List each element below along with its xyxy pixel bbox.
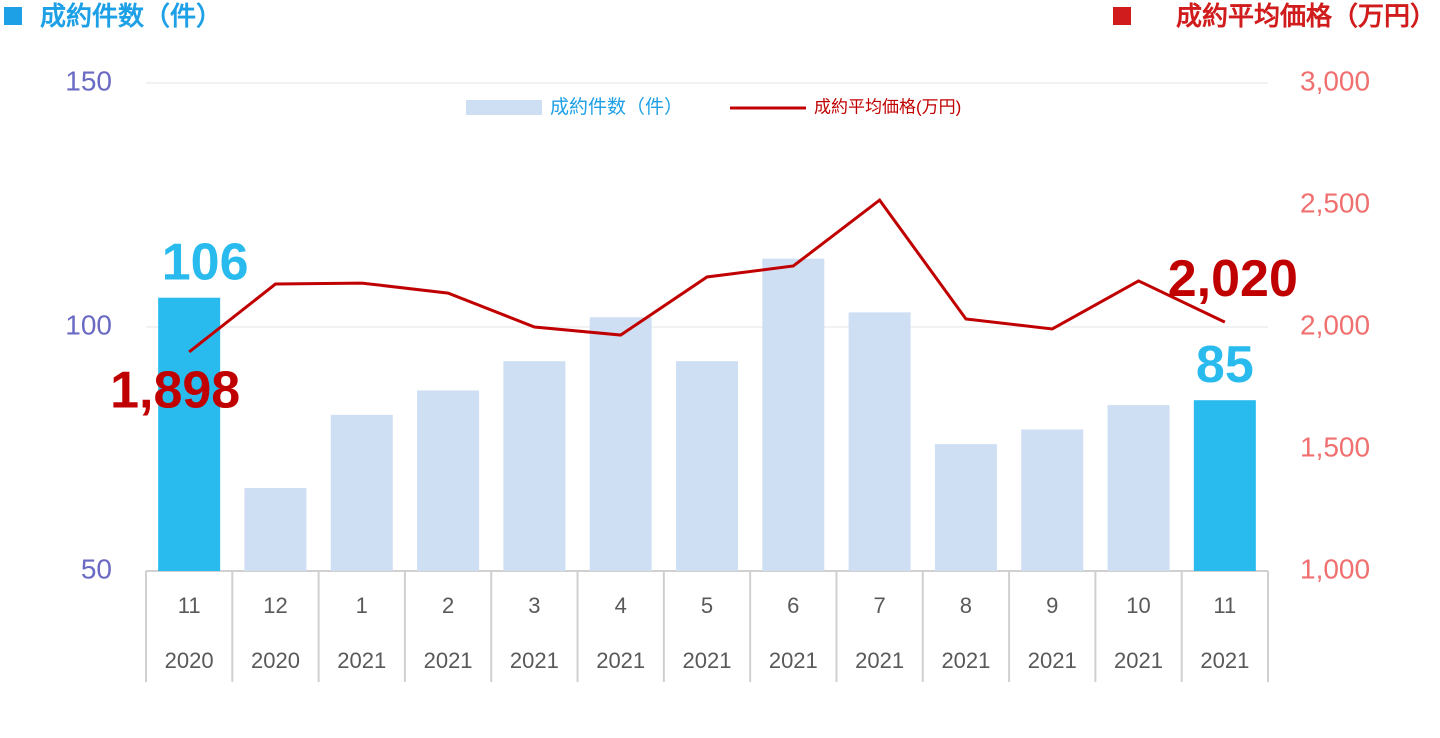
y-tick-label: 50 bbox=[81, 553, 112, 584]
bar bbox=[934, 444, 997, 571]
x-tick-label: 10 bbox=[1126, 593, 1150, 618]
x-tick-label: 8 bbox=[960, 593, 972, 618]
legend-label: 成約件数（件） bbox=[550, 96, 683, 118]
x-year-label: 2021 bbox=[855, 648, 904, 673]
bar bbox=[1193, 400, 1256, 571]
line-value-label: 2,020 bbox=[1168, 250, 1298, 308]
x-year-label: 2021 bbox=[424, 648, 473, 673]
x-tick-label: 12 bbox=[263, 593, 287, 618]
y2-tick-label: 1,500 bbox=[1300, 431, 1370, 462]
x-tick-label: 11 bbox=[178, 593, 201, 618]
x-tick-label: 6 bbox=[787, 593, 799, 618]
x-year-label: 2021 bbox=[1200, 648, 1249, 673]
left-title: 成約件数（件） bbox=[40, 1, 222, 31]
y-tick-label: 150 bbox=[65, 65, 112, 96]
x-year-label: 2020 bbox=[251, 648, 300, 673]
bar bbox=[503, 361, 566, 571]
bar bbox=[244, 488, 307, 571]
x-tick-label: 9 bbox=[1046, 593, 1058, 618]
bar-value-label: 106 bbox=[162, 233, 249, 291]
right-title: 成約平均価格（万円） bbox=[1176, 1, 1436, 31]
line-value-label: 1,898 bbox=[110, 362, 240, 420]
y-tick-label: 100 bbox=[65, 309, 112, 340]
x-year-label: 2021 bbox=[769, 648, 818, 673]
y2-tick-label: 3,000 bbox=[1300, 65, 1370, 96]
legend-label: 成約平均価格(万円) bbox=[814, 97, 961, 116]
x-year-label: 2021 bbox=[337, 648, 386, 673]
bar bbox=[1107, 405, 1170, 571]
bar bbox=[848, 312, 911, 571]
x-tick-label: 2 bbox=[442, 593, 454, 618]
x-tick-label: 11 bbox=[1213, 593, 1236, 618]
x-tick-label: 5 bbox=[701, 593, 713, 618]
y2-tick-label: 2,000 bbox=[1300, 309, 1370, 340]
bar bbox=[589, 317, 652, 571]
y2-tick-label: 1,000 bbox=[1300, 553, 1370, 584]
title-marker bbox=[1113, 7, 1131, 25]
x-year-label: 2021 bbox=[596, 648, 645, 673]
bar bbox=[417, 390, 480, 571]
x-tick-label: 3 bbox=[528, 593, 540, 618]
x-year-label: 2020 bbox=[165, 648, 214, 673]
bar bbox=[1021, 429, 1084, 571]
x-year-label: 2021 bbox=[683, 648, 732, 673]
x-year-label: 2021 bbox=[941, 648, 990, 673]
x-year-label: 2021 bbox=[1028, 648, 1077, 673]
x-year-label: 2021 bbox=[1114, 648, 1163, 673]
bar bbox=[330, 414, 393, 571]
y2-tick-label: 2,500 bbox=[1300, 187, 1370, 218]
x-year-label: 2021 bbox=[510, 648, 559, 673]
title-marker bbox=[4, 7, 22, 25]
x-tick-label: 4 bbox=[615, 593, 627, 618]
line bbox=[188, 197, 1226, 354]
x-tick-label: 1 bbox=[356, 593, 368, 618]
bar bbox=[762, 258, 825, 571]
bar bbox=[676, 361, 738, 571]
x-tick-label: 7 bbox=[873, 593, 885, 618]
legend-swatch bbox=[466, 100, 542, 115]
bar bbox=[158, 297, 221, 571]
bar-value-label: 85 bbox=[1196, 336, 1254, 394]
